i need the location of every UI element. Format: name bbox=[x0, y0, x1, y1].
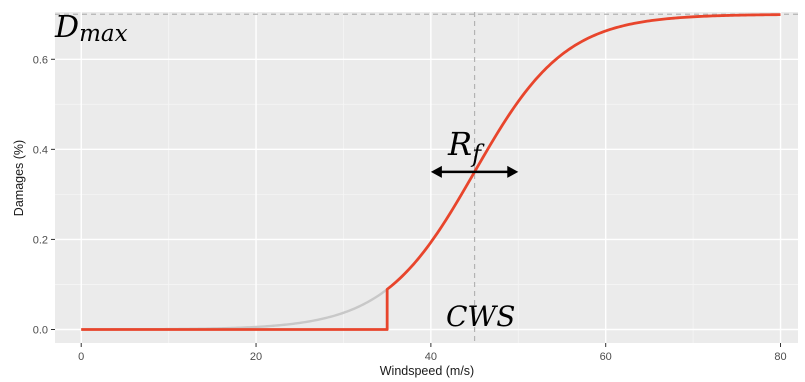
x-tick-label: 0 bbox=[78, 351, 84, 363]
axis-ticks: 0 20 40 60 80 0.0 0.2 0.4 0.6 bbox=[33, 54, 787, 363]
y-tick-label: 0.4 bbox=[33, 144, 48, 156]
x-axis-title: Windspeed (m/s) bbox=[380, 364, 474, 378]
y-tick-label: 0.2 bbox=[33, 234, 48, 246]
x-tick-label: 20 bbox=[250, 351, 262, 363]
x-tick-label: 80 bbox=[774, 351, 786, 363]
reference-lines bbox=[55, 12, 798, 343]
dmax-annotation: Dmax bbox=[54, 10, 128, 47]
damage-curve bbox=[81, 13, 781, 331]
cws-annotation: CWS bbox=[446, 300, 515, 333]
y-tick-label: 0.0 bbox=[33, 324, 48, 336]
panel-background bbox=[55, 12, 798, 343]
rf-arrow bbox=[430, 165, 519, 178]
y-tick-label: 0.6 bbox=[33, 54, 48, 66]
series-layer bbox=[81, 13, 781, 331]
dmax-subscript: max bbox=[79, 21, 128, 47]
major-gridlines bbox=[55, 12, 798, 343]
dmax-base: D bbox=[54, 10, 79, 45]
y-axis-title: Damages (%) bbox=[12, 140, 26, 216]
arrow-head-left bbox=[430, 165, 442, 178]
rf-base: R bbox=[447, 125, 472, 163]
arrow-head-right bbox=[507, 165, 519, 178]
x-tick-label: 60 bbox=[600, 351, 612, 363]
minor-gridlines bbox=[55, 12, 798, 343]
x-tick-label: 40 bbox=[425, 351, 437, 363]
